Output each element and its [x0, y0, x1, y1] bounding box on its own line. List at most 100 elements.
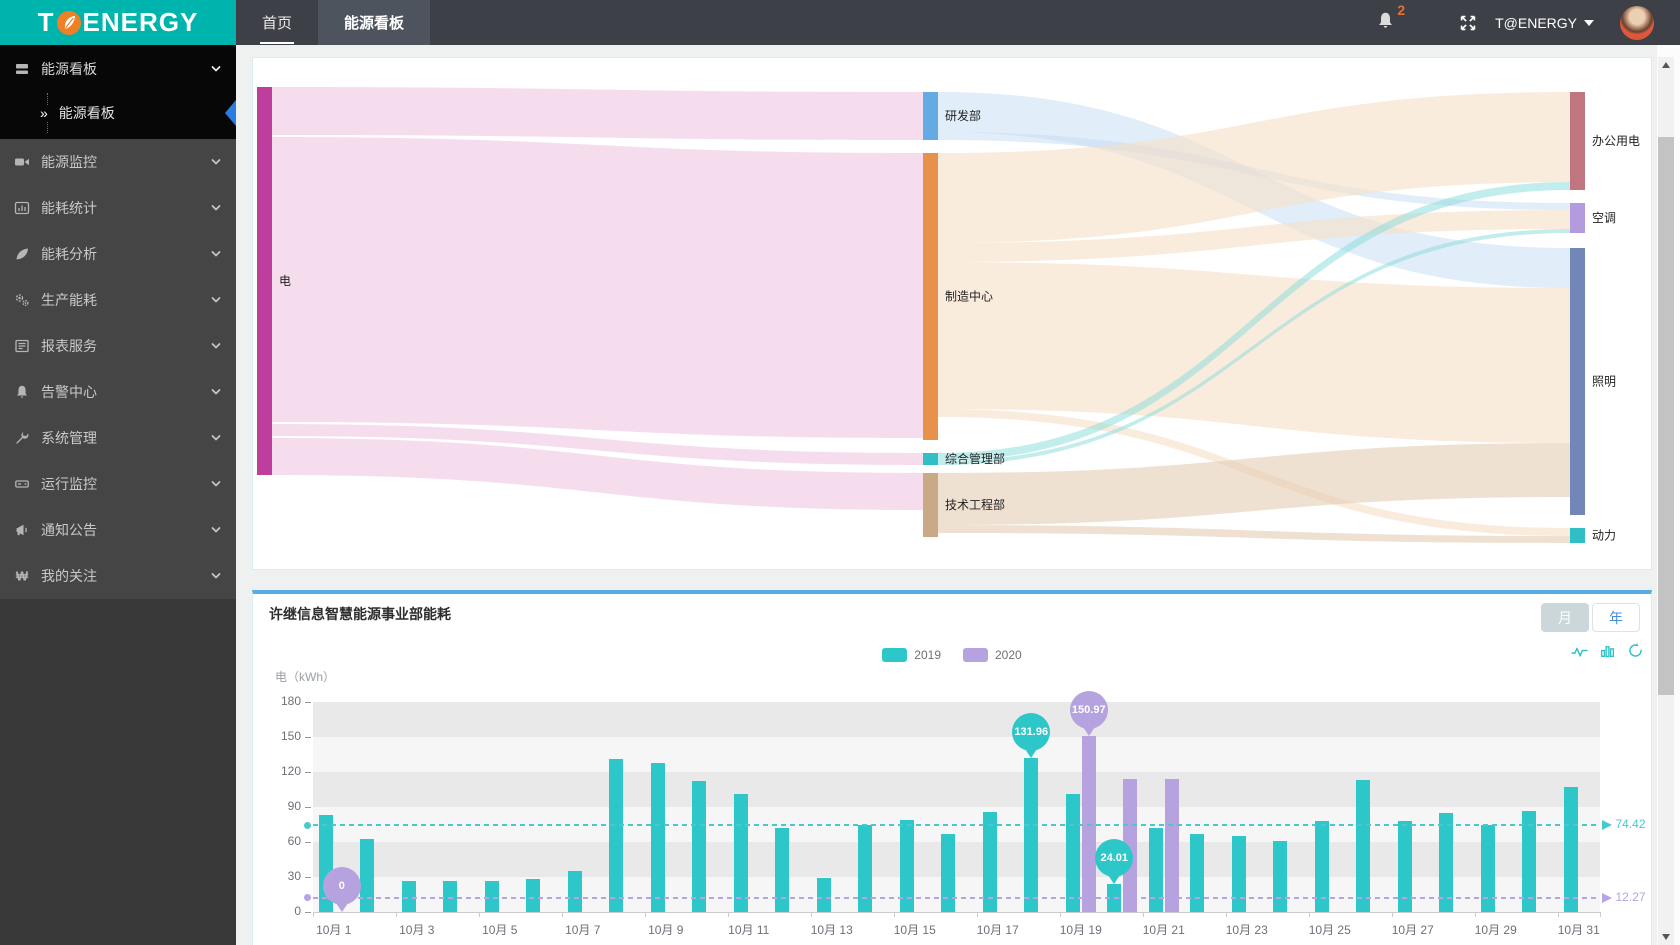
x-axis-line: [313, 912, 1601, 913]
sankey-link: [938, 229, 1570, 465]
page-scrollbar: [1657, 45, 1680, 945]
sidebar-item-label: 能耗分析: [41, 246, 97, 262]
sidebar-item-energy-board[interactable]: 能源看板: [0, 45, 236, 93]
notification-badge: 2: [1397, 1, 1406, 18]
scroll-up-button[interactable]: [1658, 57, 1674, 73]
y-axis-label: 150: [280, 729, 301, 743]
x-axis-tick: [728, 912, 729, 917]
header-actions: 2 T@ENERGY: [1376, 0, 1680, 45]
x-axis-tick: [313, 912, 314, 917]
bar-2019: [1480, 824, 1495, 912]
x-axis-label: 10月 5: [482, 923, 518, 937]
sidebar-item[interactable]: 生产能耗: [0, 277, 236, 323]
sidebar-item[interactable]: 告警中心: [0, 369, 236, 415]
x-axis-label: 10月 17: [976, 923, 1019, 937]
x-axis-label: 10月 23: [1225, 923, 1268, 937]
x-axis-tick: [562, 912, 563, 917]
chevron-down-icon: [210, 340, 222, 352]
refresh-icon[interactable]: [1627, 642, 1644, 659]
x-axis-label: 10月 31: [1557, 923, 1600, 937]
camera-icon: [14, 154, 30, 170]
x-axis-tick: [645, 912, 646, 917]
sankey-node-label: 综合管理部: [945, 451, 1005, 466]
x-axis-label: 10月 9: [648, 923, 684, 937]
bar-2019: [816, 878, 831, 912]
y-axis-tick: [305, 877, 311, 878]
y-axis-label: 180: [280, 694, 301, 708]
sankey-node: [923, 92, 938, 140]
sankey-node: [1570, 528, 1585, 543]
sidebar-item[interactable]: 能源监控: [0, 139, 236, 185]
active-page-arrow-icon: [225, 100, 236, 126]
bar-2019: [1148, 828, 1163, 912]
sankey-link: [938, 262, 1570, 443]
arrow-down-icon: [1662, 934, 1670, 940]
sidebar-item[interactable]: 能耗分析: [0, 231, 236, 277]
bar-2019: [650, 762, 665, 912]
legend-item[interactable]: 2020: [963, 648, 1022, 662]
sidebar-item[interactable]: ₩ 我的关注: [0, 553, 236, 599]
x-axis-label: 10月 27: [1391, 923, 1434, 937]
app-logo[interactable]: T ENERGY: [0, 0, 236, 45]
sidebar-item[interactable]: 系统管理: [0, 415, 236, 461]
sidebar-item-label: 能耗统计: [41, 200, 97, 216]
legend-label: 2020: [995, 648, 1022, 662]
y-axis-tick: [305, 702, 311, 703]
bar-chart-icon[interactable]: [1599, 642, 1616, 659]
sidebar-item[interactable]: 报表服务: [0, 323, 236, 369]
x-axis-tick: [1599, 912, 1601, 917]
chevron-down-icon: [210, 524, 222, 536]
markline-label: 12.27: [1615, 889, 1646, 904]
markline-label: 74.42: [1615, 817, 1646, 832]
year-button[interactable]: 年: [1592, 603, 1640, 632]
tab-home[interactable]: 首页: [236, 0, 318, 45]
chevron-down-icon: [210, 294, 222, 306]
logo-leaf-icon: [56, 10, 82, 36]
sidebar-subitem-label: 能源看板: [58, 105, 115, 121]
follow-icon: ₩: [14, 568, 30, 584]
legend-item[interactable]: 2019: [882, 648, 941, 662]
bar-2019: [443, 880, 458, 912]
bar-chart-plot: 0 30 60 90 120 150 180 10月 1 10月 3 10月 5 10月 7 10月 …: [253, 590, 1651, 945]
x-axis-tick: [811, 912, 812, 917]
x-axis-tick: [396, 912, 397, 917]
x-axis-label: 10月 3: [399, 923, 435, 937]
sidebar-subitem-energy-board[interactable]: » 能源看板: [0, 93, 236, 133]
notifications-button[interactable]: 2: [1376, 2, 1405, 35]
sidebar-item[interactable]: 能耗统计: [0, 185, 236, 231]
y-axis-tick: [305, 772, 311, 773]
avatar[interactable]: [1620, 5, 1654, 40]
tab-energy-board[interactable]: 能源看板: [318, 0, 431, 45]
bar-2019: [401, 880, 416, 912]
nav-tabs: 首页 能源看板: [236, 0, 431, 45]
grid-band: [313, 842, 1600, 877]
scrollbar-thumb[interactable]: [1658, 137, 1674, 695]
fullscreen-icon: [1459, 14, 1477, 32]
y-axis-label: 120: [280, 764, 301, 778]
sidebar-item[interactable]: 通知公告: [0, 507, 236, 553]
stats-icon: [14, 200, 30, 216]
sankey-node: [1570, 203, 1585, 233]
sidebar-item[interactable]: 运行监控: [0, 461, 236, 507]
x-axis-tick: [1558, 912, 1559, 917]
user-menu[interactable]: T@ENERGY: [1495, 15, 1594, 31]
y-axis-name: 电（kWh）: [275, 670, 336, 684]
line-chart-icon[interactable]: [1571, 642, 1588, 659]
bar-2019: [692, 781, 707, 912]
x-axis-label: 10月 13: [810, 923, 853, 937]
sankey-node: [257, 87, 272, 475]
fullscreen-button[interactable]: [1459, 14, 1477, 32]
sankey-node: [923, 153, 938, 440]
bar-2019: [1231, 836, 1246, 912]
bar-2019: [567, 871, 582, 912]
markpoint-balloon: 0: [322, 867, 361, 905]
legend-swatch: [882, 648, 908, 662]
chevron-down-icon: [210, 386, 222, 398]
tab-home-label: 首页: [262, 15, 293, 32]
energy-chart-card: 许继信息智慧能源事业部能耗 月 年 2019 2020 电（kWh） 0 30 60 9…: [252, 590, 1652, 945]
chevron-down-icon: [210, 63, 222, 75]
scroll-down-button[interactable]: [1658, 929, 1674, 945]
chevron-down-icon: [210, 248, 222, 260]
month-button[interactable]: 月: [1541, 603, 1589, 632]
bar-2019: [360, 838, 375, 912]
